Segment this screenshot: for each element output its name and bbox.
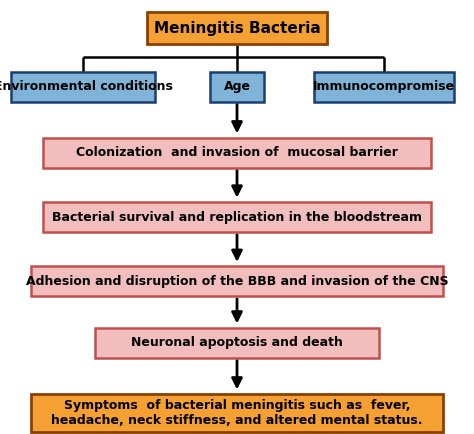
Text: Neuronal apoptosis and death: Neuronal apoptosis and death — [131, 336, 343, 349]
FancyBboxPatch shape — [147, 12, 327, 44]
FancyBboxPatch shape — [10, 72, 155, 102]
Text: Symptoms  of bacterial meningitis such as  fever,
headache, neck stiffness, and : Symptoms of bacterial meningitis such as… — [51, 399, 423, 427]
FancyBboxPatch shape — [31, 394, 443, 432]
Text: Meningitis Bacteria: Meningitis Bacteria — [154, 21, 320, 36]
FancyBboxPatch shape — [314, 72, 454, 102]
Text: Colonization  and invasion of  mucosal barrier: Colonization and invasion of mucosal bar… — [76, 146, 398, 159]
Text: Immunocompromise: Immunocompromise — [313, 80, 455, 93]
FancyBboxPatch shape — [43, 138, 431, 168]
Text: Age: Age — [224, 80, 250, 93]
FancyBboxPatch shape — [43, 202, 431, 232]
Text: Environmental conditions: Environmental conditions — [0, 80, 173, 93]
FancyBboxPatch shape — [31, 266, 443, 296]
Text: Bacterial survival and replication in the bloodstream: Bacterial survival and replication in th… — [52, 210, 422, 224]
FancyBboxPatch shape — [95, 328, 379, 358]
Text: Adhesion and disruption of the BBB and invasion of the CNS: Adhesion and disruption of the BBB and i… — [26, 275, 448, 288]
FancyBboxPatch shape — [210, 72, 264, 102]
